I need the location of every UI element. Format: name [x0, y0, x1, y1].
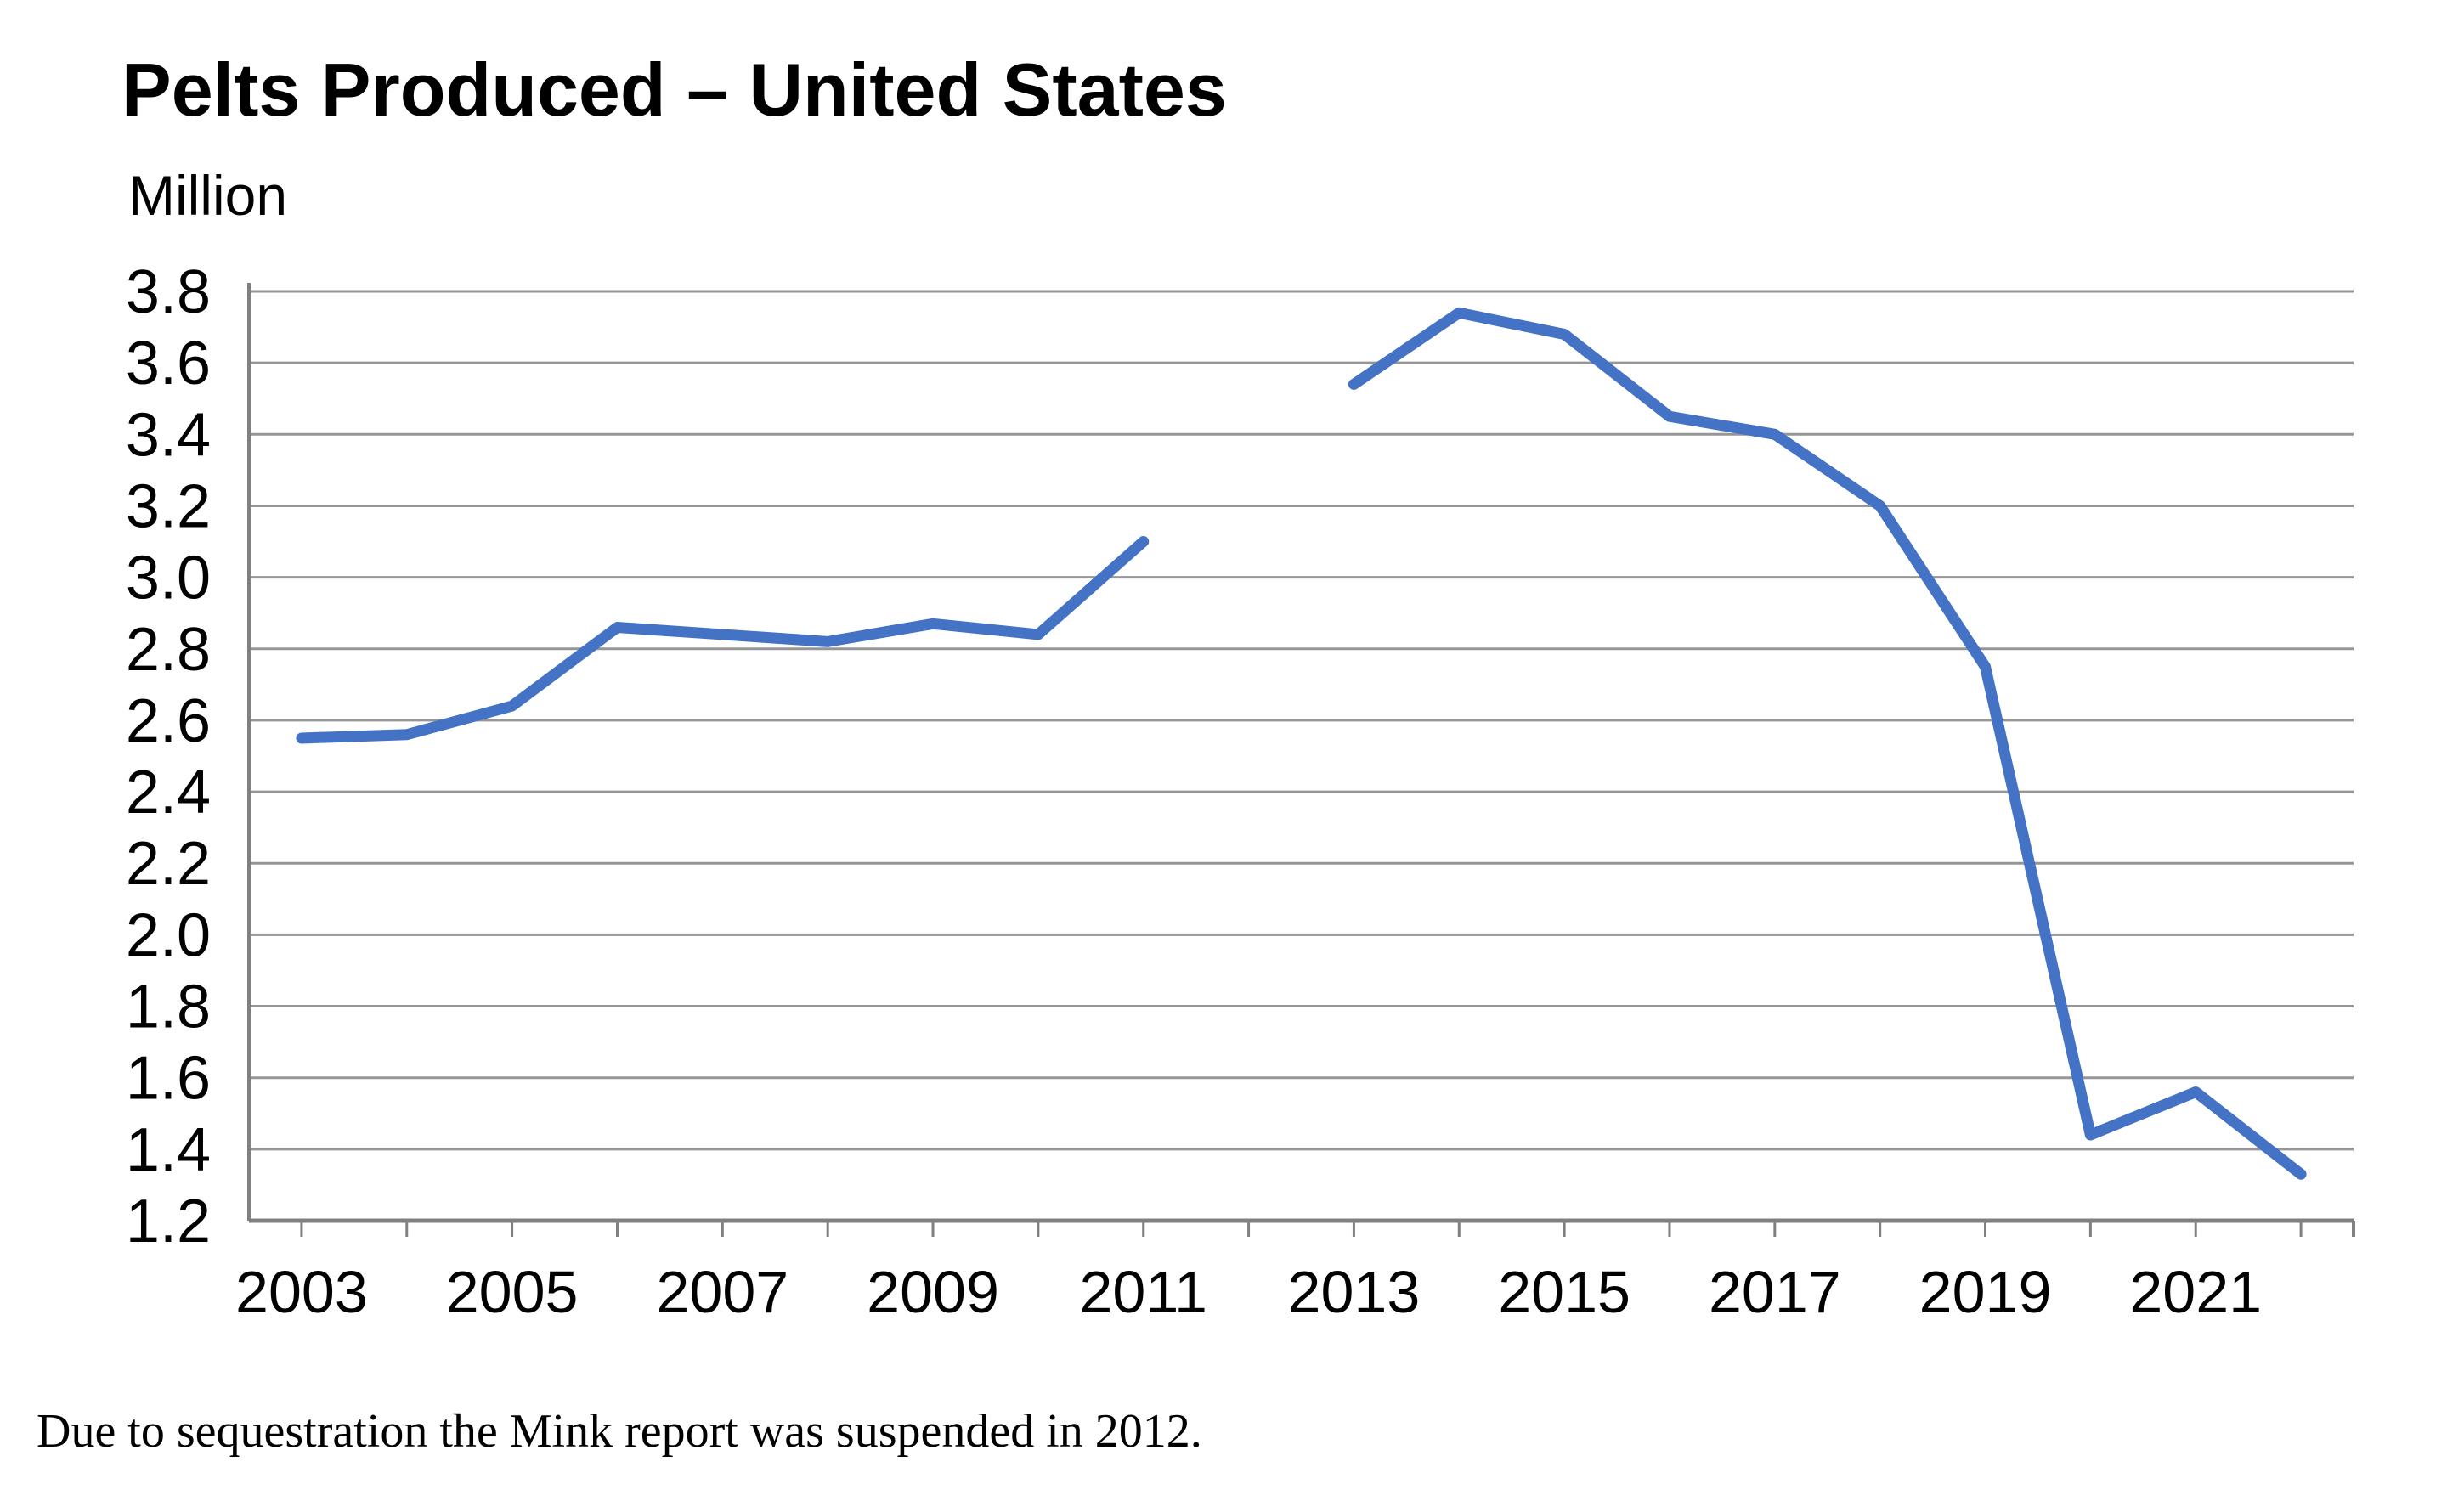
x-tick-label: 2013 — [1288, 1259, 1421, 1325]
data-line-segment-1 — [296, 536, 1150, 744]
y-tick-label: 3.8 — [126, 258, 211, 326]
y-tick-label: 2.2 — [126, 830, 211, 898]
x-tick-label: 2005 — [446, 1259, 579, 1325]
y-tick-label: 1.8 — [126, 973, 211, 1041]
y-tick-label: 3.0 — [126, 545, 211, 612]
y-tick-label: 2.4 — [126, 759, 211, 827]
x-tick-label: 2019 — [1919, 1259, 2052, 1325]
x-tick-label: 2011 — [1079, 1259, 1207, 1325]
x-tick-label: 2015 — [1498, 1259, 1630, 1325]
x-tick-label: 2003 — [235, 1259, 368, 1325]
y-tick-label: 2.8 — [126, 616, 211, 684]
y-tick-label: 2.0 — [126, 901, 211, 969]
footnote-text: Due to sequestration the Mink report was… — [37, 1405, 1202, 1458]
chart-title: Pelts Produced – United States — [122, 48, 1227, 132]
y-tick-label: 3.6 — [126, 330, 211, 398]
y-tick-label: 3.4 — [126, 401, 211, 469]
x-tick-label: 2021 — [2129, 1259, 2262, 1325]
y-tick-label: 1.6 — [126, 1045, 211, 1113]
x-tick-label: 2009 — [867, 1259, 999, 1325]
y-tick-label: 1.2 — [126, 1188, 211, 1256]
y-tick-label: 2.6 — [126, 687, 211, 755]
data-line-segment-2 — [1348, 307, 2307, 1180]
y-axis-unit-label: Million — [128, 164, 288, 227]
x-tick-label: 2007 — [656, 1259, 788, 1325]
x-tick-label: 2017 — [1709, 1259, 1841, 1325]
y-tick-label: 3.2 — [126, 472, 211, 540]
y-tick-label: 1.4 — [126, 1116, 211, 1184]
